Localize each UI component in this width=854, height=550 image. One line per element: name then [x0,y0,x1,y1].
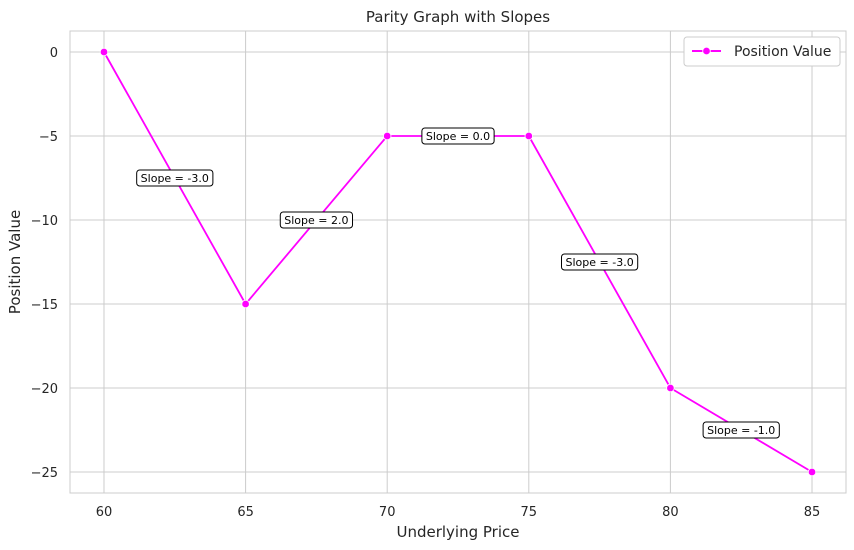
y-axis-label: Position Value [6,210,24,314]
data-point [99,47,109,57]
y-tick-label: −15 [31,298,58,313]
slope-annotation: Slope = -3.0 [136,169,214,187]
slope-annotation: Slope = -3.0 [561,253,639,271]
slope-label-box [279,211,354,229]
slope-label: Slope = -3.0 [141,172,209,185]
x-tick-label: 75 [521,505,538,520]
x-tick-label: 65 [237,505,254,520]
slope-label-box [561,253,639,271]
slope-label: Slope = 0.0 [426,130,490,143]
data-point [241,299,250,309]
data-point [382,131,392,141]
x-tick-label: 85 [804,505,821,520]
slope-label: Slope = 2.0 [284,214,348,227]
legend-label: Position Value [734,44,831,60]
data-point [807,467,817,477]
y-tick-label: −5 [39,130,58,145]
chart-title: Parity Graph with Slopes [366,8,550,26]
x-axis-label: Underlying Price [396,523,519,541]
slope-label: Slope = -1.0 [707,424,775,437]
slope-annotation: Slope = -1.0 [702,421,780,439]
legend: Position Value [683,36,841,67]
y-tick-label: −10 [31,214,58,229]
x-axis-ticks: 60 65 70 75 80 85 [96,505,821,520]
data-point [524,131,534,141]
y-tick-label: 0 [50,46,58,61]
x-tick-label: 80 [662,505,679,520]
data-point [666,383,675,393]
slope-label: Slope = -3.0 [566,256,634,269]
legend-marker-swatch [702,46,711,56]
legend-box [683,36,841,67]
slope-label-box [702,421,780,439]
slope-label-box [136,169,214,187]
x-tick-label: 60 [96,505,113,520]
y-axis-ticks: 0 −5 −10 −15 −20 −25 [31,46,58,481]
slope-annotation: Slope = 0.0 [421,127,495,145]
x-tick-label: 70 [379,505,396,520]
slope-label-box [421,127,495,145]
slope-annotation: Slope = 2.0 [279,211,354,229]
y-tick-label: −25 [31,466,58,481]
slope-annotations: Slope = -3.0 Slope = 2.0 Slope = 0.0 Slope … [136,127,780,439]
y-tick-label: −20 [31,382,58,397]
